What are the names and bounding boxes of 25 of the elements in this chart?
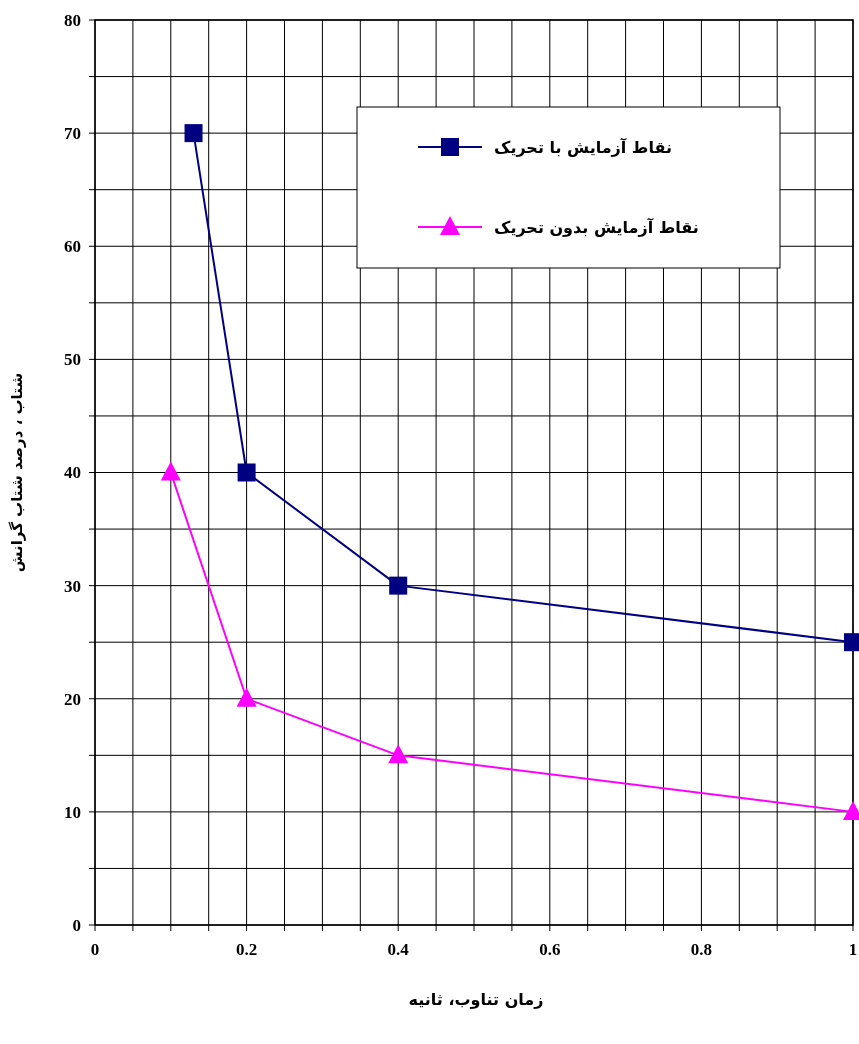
point [389,576,408,595]
point [160,461,181,481]
point [184,124,203,143]
y-axis-title: شتاب ، درصد شتاب گرانش [8,372,26,573]
x-tick-label: 1 [848,940,858,959]
y-tick-label: 50 [64,350,81,370]
y-tick-label: 0 [72,915,81,935]
point [388,744,409,764]
legend-label: نقاط آزمایش بدون تحریک [494,216,699,237]
y-tick-label: 60 [64,237,81,257]
legend-label: نقاط آزمایش با تحریک [494,136,672,157]
y-tick-label: 10 [64,802,81,822]
y-tick-label: 70 [64,124,81,144]
y-tick-label: 80 [64,10,81,30]
x-tick-label: 0.2 [235,940,258,959]
x-axis-title: زمان تناوب، ثانیه [408,990,544,1009]
y-tick-label: 40 [64,463,81,483]
x-tick-label: 0.8 [690,940,713,959]
y-tick-label: 20 [64,689,81,709]
point [237,463,256,482]
x-tick-label: 0 [90,940,100,959]
y-tick-label: 30 [64,576,81,596]
x-tick-label: 0.4 [387,940,410,959]
x-tick-label: 0.6 [539,940,561,959]
point [236,687,257,707]
